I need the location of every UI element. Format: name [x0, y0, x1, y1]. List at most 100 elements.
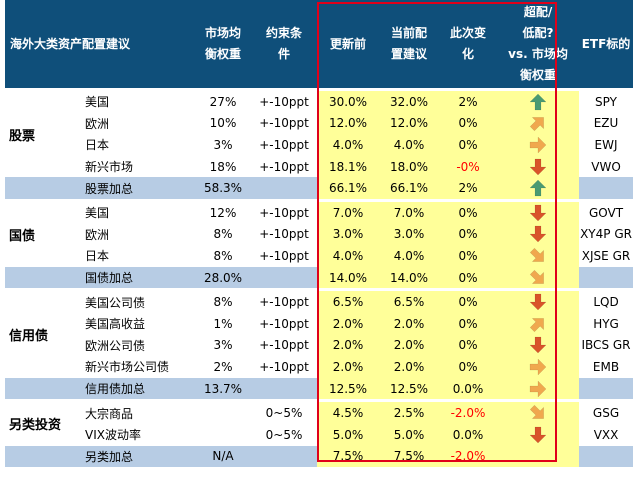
constraint: +-10ppt: [259, 137, 309, 152]
market-weight: 8%: [195, 288, 252, 313]
market-weight: 18%: [209, 159, 237, 174]
subtotal-constraint: [251, 445, 318, 468]
subtotal-row: 股票加总 58.3% 66.1% 66.1% 2%: [5, 177, 634, 201]
table-row: 日本 8% +-10ppt 4.0% 4.0% 0% XJSE GR: [5, 245, 633, 267]
down-arrow-icon: [497, 423, 580, 446]
table-row: 欧洲公司债 3% +-10ppt 2.0% 2.0% 0% IBCS GR: [5, 334, 633, 357]
subtotal-label: 信用债加总: [81, 377, 196, 401]
right-arrow-icon: [497, 377, 580, 401]
subtotal-change: 0.0%: [439, 377, 498, 401]
subtotal-etf: [579, 266, 634, 290]
change: 0.0%: [439, 423, 498, 446]
etf-ticker: LQD: [579, 288, 634, 313]
before-update: 5.0%: [317, 423, 380, 446]
subtotal-constraint: [251, 177, 318, 201]
change: 0%: [439, 356, 498, 378]
constraint: 0~5%: [265, 427, 303, 442]
asset-name: 日本: [85, 249, 110, 264]
before-update: 2.0%: [317, 312, 380, 335]
table-row: 另类投资 大宗商品 0~5% 4.5% 2.5% -2.0% GSG: [5, 399, 634, 446]
current-allocation: 18.0%: [379, 155, 440, 178]
etf-ticker: GOVT: [579, 198, 634, 224]
down-arrow-icon: [497, 288, 580, 313]
table-row: 信用债 美国公司债 8% +-10ppt 6.5% 6.5% 0% LQD: [5, 288, 634, 378]
etf-ticker: GSG: [579, 399, 634, 424]
asset-name: 欧洲: [85, 116, 110, 131]
before-update: 7.0%: [317, 198, 380, 224]
subtotal-row: 另类加总 N/A 7.5% 7.5% -2.0%: [5, 445, 634, 468]
subtotal-weight: 13.7%: [195, 377, 252, 401]
constraint: +-10ppt: [259, 316, 309, 331]
subtotal-before: 7.5%: [317, 445, 380, 468]
asset-name: 美国高收益: [85, 317, 146, 332]
category-label: 另类投资: [5, 399, 81, 446]
table-row: 股票 美国 27% +-10ppt 30.0% 32.0% 2% SPY: [5, 89, 633, 144]
subtotal-spacer: [5, 266, 81, 290]
category-label: 国债: [5, 198, 81, 267]
table-row: 欧洲 8% +-10ppt 3.0% 3.0% 0% XY4P GR: [5, 223, 633, 246]
market-weight: 1%: [213, 316, 233, 331]
current-allocation: 6.5%: [379, 288, 440, 313]
before-update: 12.0%: [317, 112, 380, 135]
current-allocation: 4.0%: [379, 245, 440, 267]
up-arrow-icon: [497, 177, 580, 201]
constraint: +-10ppt: [259, 94, 309, 109]
market-weight: 8%: [213, 227, 233, 242]
constraint: 0~5%: [251, 399, 318, 424]
current-allocation: 2.0%: [379, 334, 440, 357]
etf-ticker: IBCS GR: [581, 338, 631, 353]
table-row: 新兴市场公司债 2% +-10ppt 2.0% 2.0% 0% EMB: [5, 356, 633, 378]
etf-ticker: EZU: [593, 116, 619, 131]
etf-ticker: HYG: [593, 316, 619, 331]
right-arrow-icon: [497, 356, 580, 378]
subtotal-row: 国债加总 28.0% 14.0% 14.0% 0%: [5, 266, 634, 290]
down-arrow-icon: [497, 223, 580, 246]
change: 0%: [439, 288, 498, 313]
before-update: 4.5%: [317, 399, 380, 424]
subtotal-change: 0%: [439, 266, 498, 290]
constraint: +-10ppt: [259, 116, 309, 131]
down-arrow-icon: [497, 155, 580, 178]
change: 0%: [439, 134, 498, 156]
before-update: 3.0%: [317, 223, 380, 246]
change: 0%: [439, 334, 498, 357]
subtotal-spacer: [5, 445, 81, 468]
market-weight: 2%: [213, 359, 233, 374]
subtotal-before: 12.5%: [317, 377, 380, 401]
before-update: 18.1%: [317, 155, 380, 178]
current-allocation: 2.0%: [379, 356, 440, 378]
current-allocation: 7.0%: [379, 198, 440, 224]
market-weight: [195, 399, 252, 424]
current-allocation: 32.0%: [379, 89, 440, 113]
change: 0%: [439, 312, 498, 335]
change: -2.0%: [439, 399, 498, 424]
subtotal-before: 66.1%: [317, 177, 380, 201]
header-row: 海外大类资产配置建议 市场均 衡权重 约束条件 更新前 当前配 置建议 此次变化 超…: [5, 0, 634, 91]
market-weight: 3%: [213, 137, 233, 152]
constraint: +-10ppt: [259, 338, 309, 353]
subtotal-label: 股票加总: [81, 177, 196, 201]
constraint: +-10ppt: [259, 248, 309, 263]
before-update: 4.0%: [317, 245, 380, 267]
category-label: 信用债: [5, 288, 81, 378]
asset-name: VIX波动率: [85, 428, 141, 443]
subtotal-weight: N/A: [195, 445, 252, 468]
before-update: 6.5%: [317, 288, 380, 313]
constraint: +-10ppt: [259, 159, 309, 174]
diag-up-arrow-icon: [497, 112, 580, 135]
header-constraint: 约束条件: [251, 0, 318, 91]
asset-name: 新兴市场: [85, 160, 134, 175]
change: 0%: [439, 112, 498, 135]
before-update: 30.0%: [317, 89, 380, 113]
etf-ticker: XJSE GR: [581, 248, 631, 263]
asset-name: 欧洲公司债: [85, 338, 146, 353]
header-change: 此次变化: [439, 0, 498, 91]
subtotal-constraint: [251, 377, 318, 401]
etf-ticker: XY4P GR: [580, 227, 632, 242]
etf-ticker: VXX: [593, 427, 619, 442]
change: 2%: [439, 89, 498, 113]
subtotal-etf: [579, 177, 634, 201]
subtotal-row: 信用债加总 13.7% 12.5% 12.5% 0.0%: [5, 377, 634, 401]
subtotal-current: 66.1%: [379, 177, 440, 201]
subtotal-before: 14.0%: [317, 266, 380, 290]
